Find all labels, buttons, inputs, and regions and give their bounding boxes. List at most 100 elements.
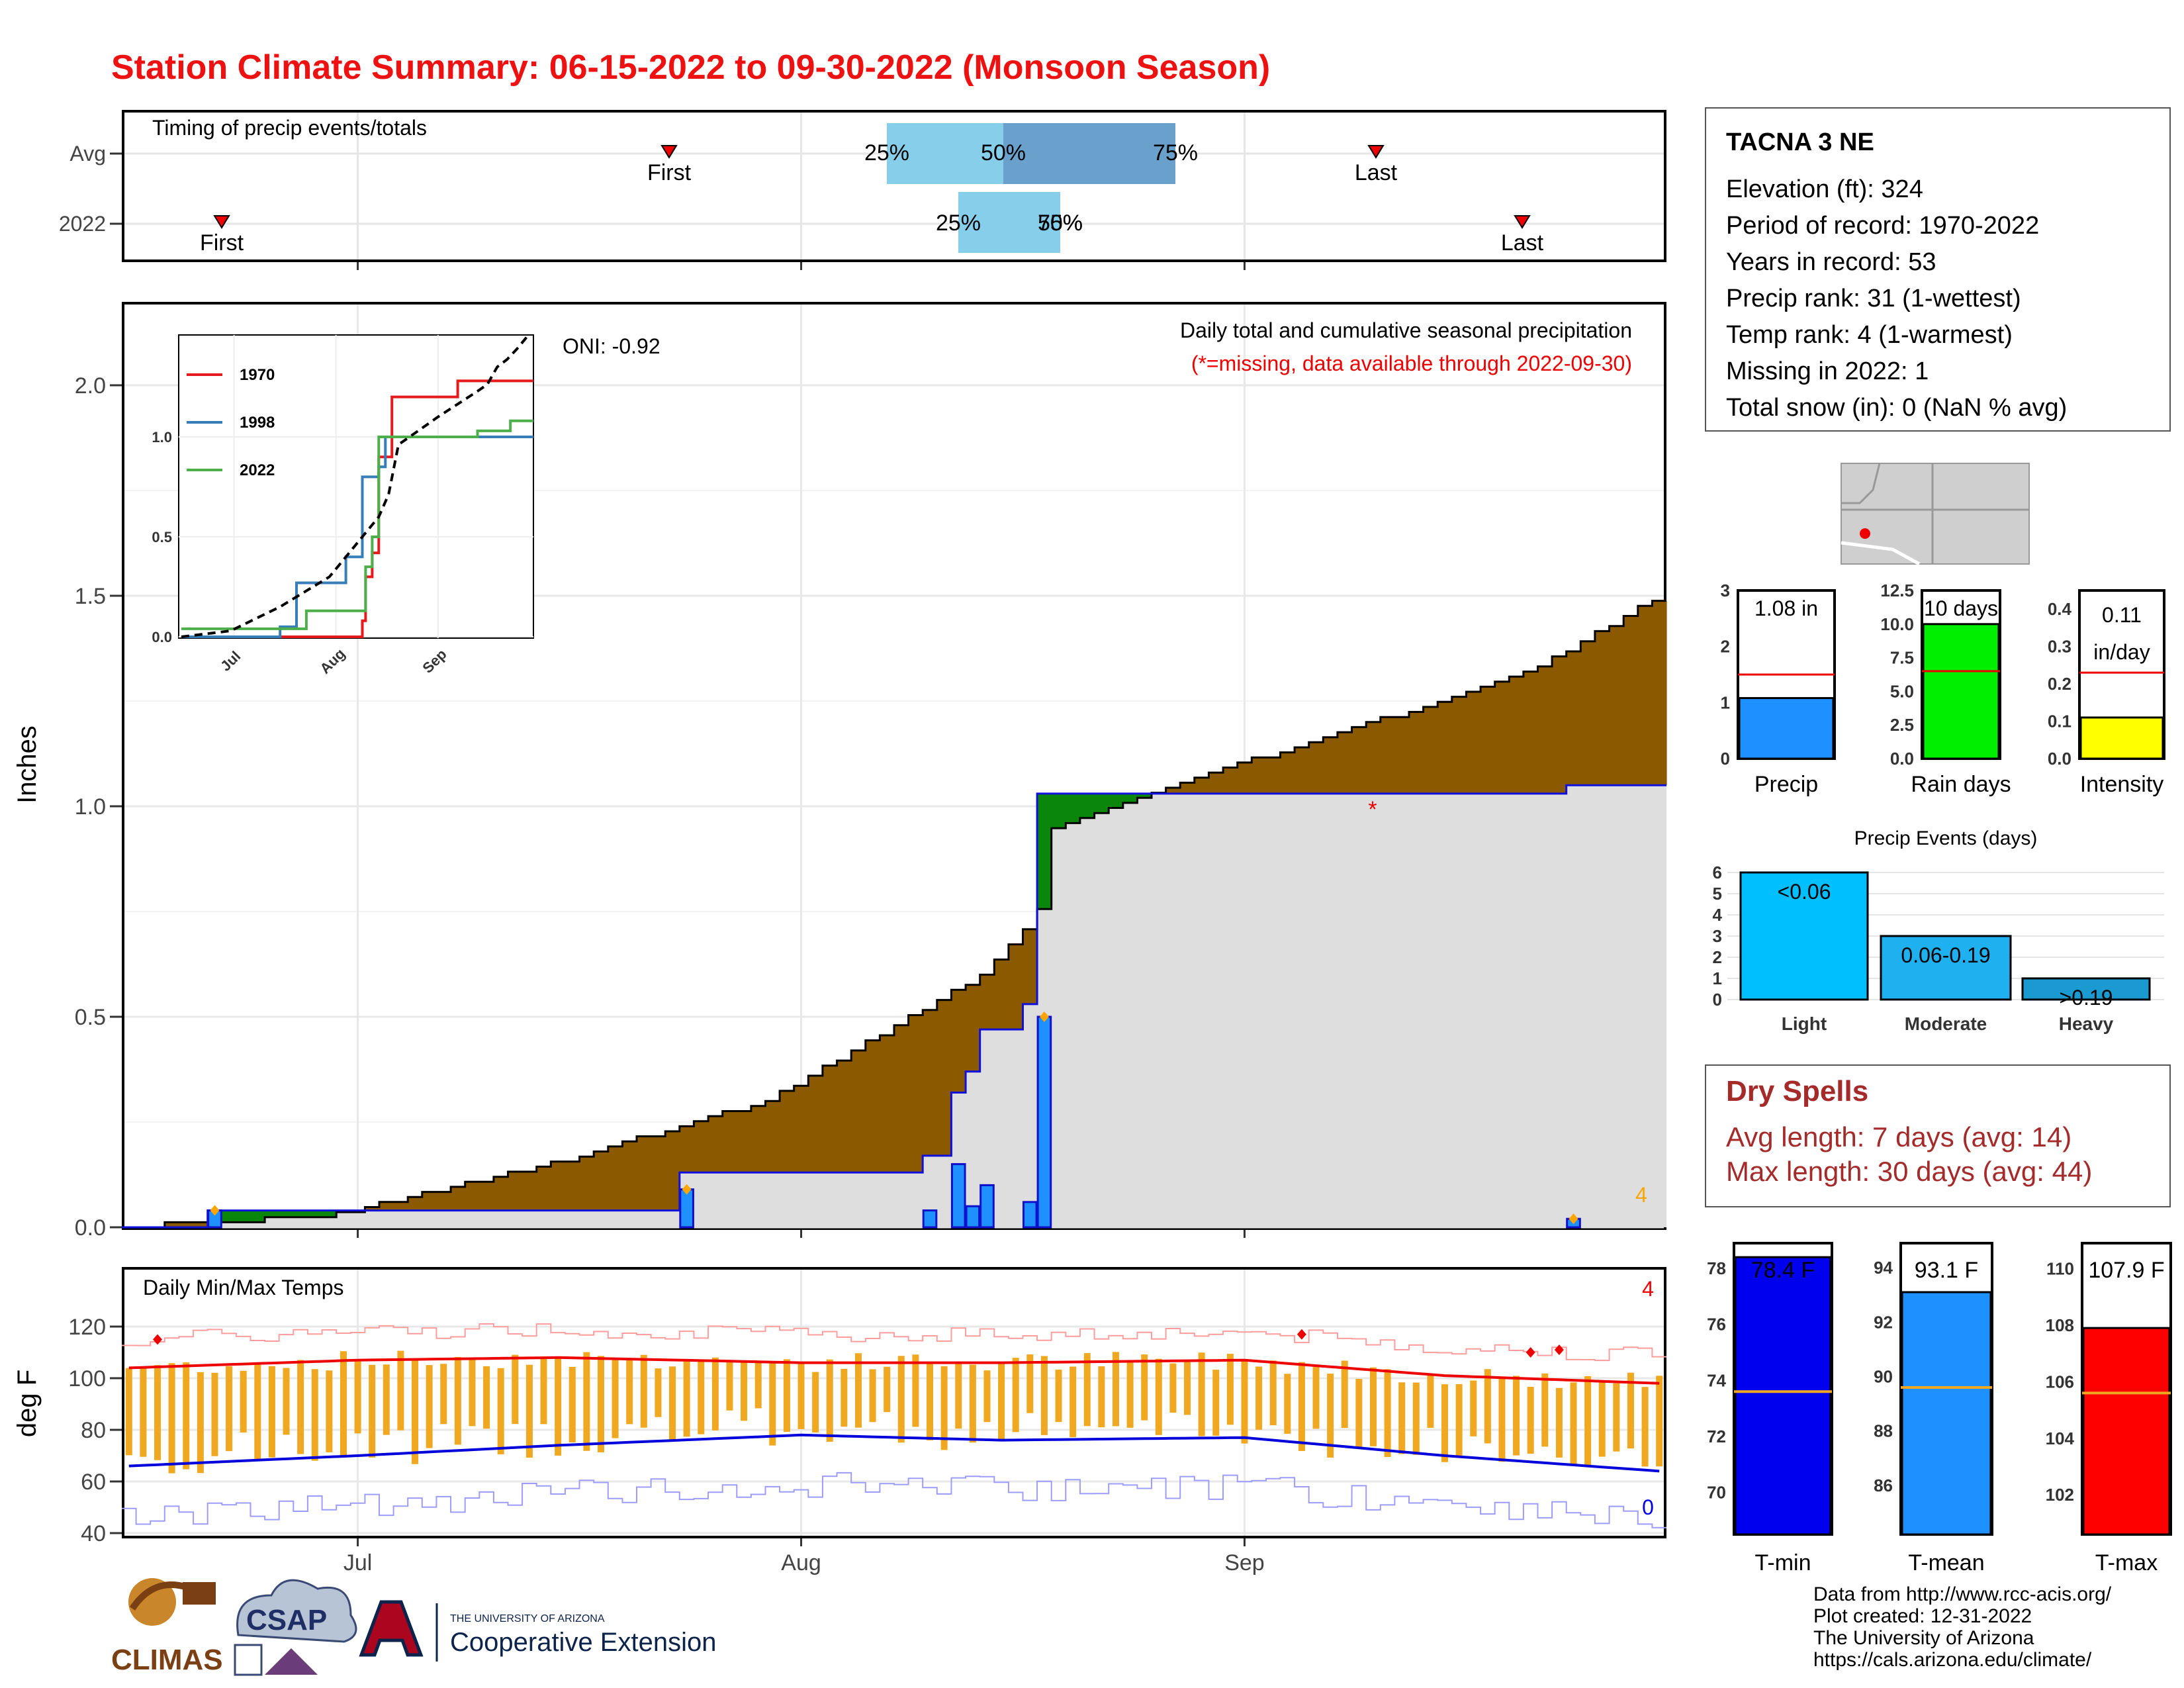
event-bar (1739, 871, 1869, 1001)
deficit-band (379, 1201, 394, 1211)
y-tick-label: 0.5 (75, 1005, 106, 1030)
daily-temp-bar (440, 1364, 447, 1425)
y2022-p25-label: 25% (936, 211, 981, 236)
deficit-band (451, 1186, 466, 1211)
timing-marker (1514, 215, 1531, 229)
record-marker (210, 1205, 220, 1216)
summary-bar (1922, 623, 2000, 760)
daily-temp-bar (983, 1370, 991, 1423)
record-marker (1569, 1213, 1578, 1225)
avg-p75-label: 75% (1153, 140, 1198, 165)
max-record-count: 4 (1642, 1277, 1654, 1301)
daily-temp-bar (412, 1358, 419, 1464)
deficit-band (1537, 666, 1553, 794)
summary-bar-label: Intensity (2080, 772, 2164, 797)
temp-y-tick: 104 (2046, 1429, 2075, 1448)
daily-temp-bar (841, 1368, 848, 1427)
summary-y-tick: 10.0 (1880, 614, 1914, 634)
deficit-band (1337, 732, 1353, 794)
deficit-band (622, 1141, 637, 1211)
daily-temp-bar (512, 1354, 519, 1425)
daily-temp-bar (1284, 1374, 1291, 1434)
summary-y-tick: 3 (1721, 581, 1730, 600)
daily-temp-bar (268, 1366, 275, 1458)
daily-temp-bar (1184, 1362, 1191, 1415)
temp-value-label: 107.9 F (2088, 1258, 2164, 1283)
daily-temp-bar (211, 1372, 218, 1456)
corner-count: 4 (1635, 1183, 1647, 1207)
deficit-band (1295, 747, 1310, 794)
surplus-band (293, 1210, 308, 1217)
daily-temp-bar (1470, 1380, 1477, 1436)
record-min-line (122, 1472, 1666, 1528)
daily-temp-bar (1427, 1374, 1434, 1428)
daily-temp-bar (1083, 1353, 1091, 1427)
temp-y-tick: 72 (1707, 1427, 1726, 1446)
y-tick-label: 2.0 (75, 373, 106, 399)
y-axis-label: Inches (13, 726, 42, 804)
daily-temp-bar (1455, 1383, 1463, 1456)
daily-precip-bar (979, 1184, 995, 1229)
timing-label: Timing of precip events/totals (152, 116, 427, 140)
deficit-band (436, 1192, 451, 1211)
daily-temp-bar (1112, 1352, 1119, 1427)
x-tick-label: Jul (343, 1550, 372, 1575)
surplus-band (1037, 793, 1052, 910)
events-y-tick: 5 (1713, 884, 1722, 904)
timing-marker-label: First (647, 160, 692, 185)
y-tick-label: 40 (81, 1521, 106, 1546)
deficit-band (608, 1146, 623, 1211)
deficit-band (679, 1126, 695, 1173)
timing-marker-label: Last (1355, 160, 1398, 185)
daily-precip-bar (950, 1163, 966, 1229)
row-label: Avg (69, 142, 106, 165)
station-info-box: TACNA 3 NE Elevation (ft): 324 Period of… (1705, 107, 2171, 432)
temp-bar-label: T-max (2095, 1550, 2158, 1575)
daily-temp-bar (1656, 1376, 1663, 1467)
caption-line: (*=missing, data available through 2022-… (1191, 352, 1632, 375)
deficit-band (565, 1161, 580, 1211)
station-line: Temp rank: 4 (1-warmest) (1726, 321, 2013, 349)
deficit-band (1451, 696, 1467, 794)
inset-avg-line (181, 336, 528, 638)
daily-temp-bar (354, 1361, 361, 1434)
summary-bar-label: Rain days (1911, 772, 2011, 797)
deficit-band (751, 1105, 766, 1173)
daily-temp-bar (969, 1364, 976, 1443)
deficit-band (1494, 681, 1510, 794)
temp-y-tick: 90 (1874, 1366, 1893, 1386)
deficit-band (936, 1000, 952, 1156)
x-tick-label: Sep (1224, 1550, 1265, 1575)
inset-legend-label: 1998 (240, 414, 275, 432)
surplus-band (322, 1210, 337, 1217)
temps-panel (122, 1267, 1666, 1538)
cumulative-2022-area (122, 785, 1666, 1227)
x-tick-label: Aug (781, 1550, 821, 1575)
daily-temp-bar (140, 1368, 147, 1457)
daily-precip-bar (922, 1209, 938, 1229)
row-label: 2022 (59, 212, 106, 236)
daily-temp-bar (297, 1360, 304, 1454)
daily-temp-bar (927, 1363, 934, 1440)
surplus-band (1066, 793, 1081, 823)
daily-temp-bar (1012, 1358, 1019, 1432)
daily-temp-bar (754, 1360, 762, 1409)
credits: Data from http://www.rcc-acis.org/ Plot … (1813, 1583, 2111, 1671)
event-bar (1880, 935, 2012, 1001)
deficit-band (408, 1197, 423, 1211)
deficit-band (365, 1207, 380, 1211)
y-tick-label: 100 (68, 1366, 106, 1391)
summary-y-tick: 0 (1721, 749, 1730, 769)
daily-temp-bar (812, 1372, 819, 1433)
daily-temp-bar (726, 1362, 733, 1411)
daily-temp-bar (1169, 1363, 1177, 1413)
deficit-band (393, 1201, 408, 1211)
daily-temp-bar (826, 1359, 833, 1442)
deficit-band (1237, 762, 1252, 794)
deficit-band (923, 1009, 938, 1156)
temp-y-tick: 88 (1874, 1421, 1893, 1441)
record-high-marker (1554, 1344, 1564, 1356)
avg-min-line (128, 1433, 1660, 1473)
